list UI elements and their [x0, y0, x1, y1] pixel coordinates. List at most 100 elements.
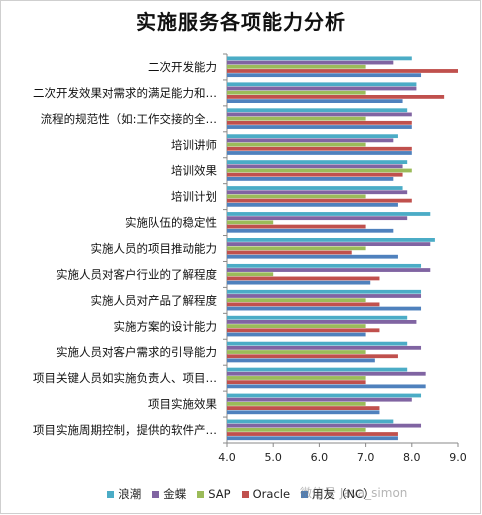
bar-2-13	[227, 402, 366, 406]
chart-title: 实施服务各项能力分析	[136, 10, 346, 34]
legend-swatch	[197, 490, 205, 498]
bar-3-4	[227, 172, 403, 177]
bar-1-10	[227, 320, 417, 324]
bar-4-9	[227, 306, 422, 311]
bar-0-11	[227, 341, 408, 346]
bar-2-14	[227, 427, 366, 432]
bar-2-3	[227, 142, 366, 147]
x-tick-label: 4.0	[218, 451, 236, 464]
legend-swatch	[241, 490, 249, 498]
bar-1-4	[227, 164, 403, 169]
bar-3-12	[227, 380, 366, 385]
bar-2-6	[227, 220, 274, 225]
bar-1-11	[227, 345, 422, 350]
x-tick-label: 9.0	[449, 451, 467, 464]
bar-1-12	[227, 371, 426, 376]
category-label: 流程的规范性（如:工作交接的全…	[41, 112, 217, 126]
bar-1-13	[227, 397, 412, 402]
bar-3-10	[227, 328, 380, 333]
bar-4-14	[227, 436, 398, 441]
legend-item: Oracle	[241, 487, 291, 501]
bar-3-3	[227, 146, 412, 151]
bar-1-6	[227, 216, 408, 221]
bar-0-8	[227, 263, 422, 268]
bar-0-9	[227, 289, 422, 294]
bar-3-7	[227, 250, 352, 255]
bar-0-5	[227, 186, 403, 190]
bar-2-9	[227, 298, 366, 303]
x-tick-label: 8.0	[403, 451, 421, 464]
bar-1-2	[227, 112, 412, 117]
bar-4-10	[227, 332, 366, 337]
bar-2-11	[227, 350, 366, 354]
bar-4-8	[227, 280, 371, 285]
bar-0-3	[227, 134, 398, 139]
bar-0-12	[227, 367, 408, 372]
legend-swatch	[107, 490, 115, 498]
legend-label: 用友（NC）	[312, 487, 375, 501]
bar-4-1	[227, 99, 403, 103]
legend-item: 浪潮	[107, 486, 141, 502]
category-label: 项目关键人员如实施负责人、项目…	[33, 371, 217, 385]
bar-4-2	[227, 125, 412, 129]
bar-3-11	[227, 354, 398, 359]
bar-4-0	[227, 73, 422, 78]
bar-1-7	[227, 242, 431, 246]
category-label: 项目实施周期控制，提供的软件产…	[33, 423, 217, 437]
bar-3-13	[227, 406, 380, 410]
bar-1-0	[227, 60, 394, 65]
bar-2-2	[227, 116, 366, 121]
bar-1-9	[227, 294, 422, 298]
bar-2-0	[227, 64, 366, 69]
bar-2-7	[227, 246, 366, 251]
bar-3-0	[227, 69, 458, 73]
bar-0-2	[227, 108, 408, 113]
category-label: 培训效果	[171, 164, 217, 178]
bar-0-14	[227, 419, 394, 424]
bar-2-1	[227, 90, 366, 95]
x-tick-label: 6.0	[311, 451, 329, 464]
bar-2-10	[227, 324, 366, 328]
bar-0-1	[227, 82, 417, 87]
legend-label: 金蝶	[163, 487, 187, 501]
category-label: 实施人员的项目推动能力	[91, 242, 218, 256]
bar-0-0	[227, 56, 412, 61]
category-label: 实施人员对客户行业的了解程度	[56, 267, 217, 281]
bar-0-4	[227, 160, 408, 164]
bar-3-9	[227, 302, 380, 307]
chart-legend: 浪潮 金蝶 SAP Oracle 用友（NC）	[0, 484, 482, 504]
category-label: 二次开发能力	[148, 60, 217, 74]
category-label: 实施方案的设计能力	[114, 319, 218, 333]
bar-1-5	[227, 190, 408, 195]
bar-1-14	[227, 423, 422, 428]
bar-3-5	[227, 198, 412, 203]
bar-3-1	[227, 95, 445, 99]
legend-item: SAP	[197, 487, 231, 501]
legend-label: SAP	[208, 487, 231, 501]
bar-4-5	[227, 202, 398, 207]
bar-3-8	[227, 276, 380, 281]
bar-1-3	[227, 138, 394, 143]
legend-label: 浪潮	[118, 487, 142, 501]
bar-0-7	[227, 238, 435, 242]
legend-item: 用友（NC）	[301, 486, 375, 502]
x-tick-label: 5.0	[264, 451, 282, 464]
bar-0-13	[227, 393, 422, 398]
bar-4-4	[227, 177, 394, 181]
legend-swatch	[152, 490, 160, 498]
x-tick-label: 7.0	[357, 451, 375, 464]
bar-4-3	[227, 151, 412, 155]
category-label: 实施人员对客户需求的引导能力	[56, 345, 217, 359]
bar-0-10	[227, 315, 408, 320]
bar-1-8	[227, 268, 431, 272]
bar-2-12	[227, 376, 366, 380]
legend-label: Oracle	[252, 487, 291, 501]
category-label: 培训讲师	[171, 138, 217, 152]
bar-1-1	[227, 86, 417, 91]
bar-2-4	[227, 168, 412, 173]
category-label: 培训计划	[171, 190, 217, 204]
bar-2-5	[227, 194, 366, 199]
bar-2-8	[227, 272, 274, 277]
legend-swatch	[301, 490, 309, 498]
